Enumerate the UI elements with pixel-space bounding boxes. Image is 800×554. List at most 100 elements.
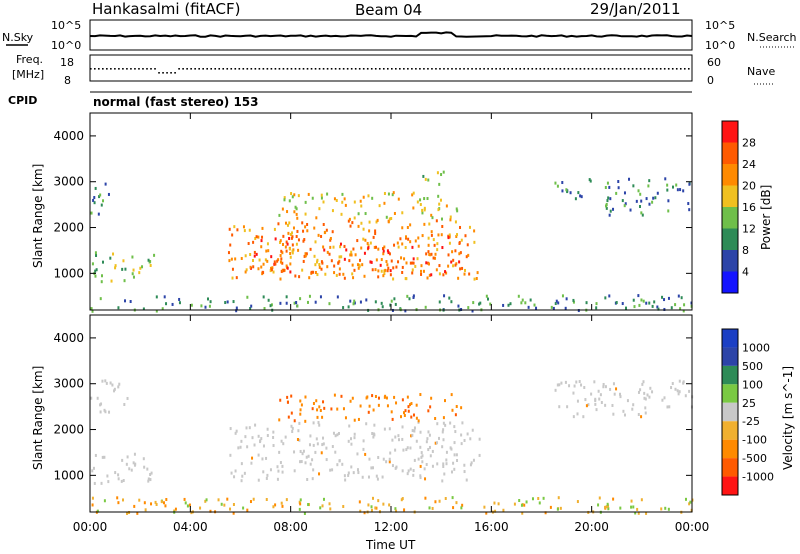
power-cell — [261, 226, 264, 230]
power-cell — [123, 279, 126, 283]
power-cell — [412, 191, 415, 195]
velocity-cell — [330, 407, 333, 411]
velocity-cell — [251, 436, 254, 440]
velocity-cell — [466, 432, 469, 436]
velocity-cell — [123, 402, 126, 406]
velocity-cell — [117, 385, 120, 389]
power-cell — [609, 197, 612, 201]
velocity-colorbar-tick: 500 — [742, 360, 763, 373]
power-cell — [369, 260, 372, 264]
velocity-cell — [371, 394, 374, 398]
power-cell — [279, 240, 282, 244]
power-cell — [608, 213, 611, 217]
power-data — [90, 170, 693, 313]
freq-point — [310, 68, 313, 70]
power-cell — [291, 243, 294, 247]
velocity-cell — [424, 477, 427, 481]
velocity-cell — [452, 506, 455, 510]
power-colorbar-tick: 24 — [742, 158, 756, 171]
velocity-cell — [316, 408, 319, 412]
velocity-cell — [105, 381, 108, 385]
power-cell — [443, 294, 446, 298]
freq-point — [667, 68, 670, 70]
power-cell — [679, 307, 682, 311]
freq-trace — [90, 68, 690, 74]
power-cell — [458, 252, 461, 256]
velocity-cell — [91, 469, 94, 473]
freq-point — [479, 68, 481, 70]
power-cell — [421, 208, 424, 212]
power-cell — [690, 301, 693, 305]
velocity-cell — [444, 496, 447, 500]
power-cell — [260, 245, 263, 249]
power-cell — [310, 270, 313, 274]
velocity-cell — [266, 427, 269, 431]
power-cell — [252, 240, 255, 244]
velocity-cell — [155, 503, 158, 507]
power-cell — [458, 260, 461, 264]
velocity-cell — [235, 429, 238, 433]
velocity-cell — [453, 425, 456, 429]
velocity-colorbar-tick: 100 — [742, 378, 763, 391]
velocity-cell — [560, 381, 563, 385]
power-cell — [227, 251, 230, 255]
velocity-cell — [450, 393, 453, 397]
velocity-cell — [188, 503, 191, 507]
velocity-cell — [113, 387, 116, 391]
velocity-cell — [622, 409, 625, 413]
velocity-cell — [96, 509, 99, 513]
power-cell — [131, 272, 134, 276]
velocity-cell — [374, 506, 377, 510]
power-cell — [648, 301, 651, 305]
velocity-cell — [471, 428, 474, 432]
velocity-cell — [328, 502, 331, 506]
power-cell — [411, 268, 414, 272]
power-cell — [349, 299, 352, 303]
freq-point — [423, 68, 425, 70]
power-cell — [348, 259, 351, 263]
power-cell — [566, 190, 569, 194]
velocity-cell — [184, 501, 187, 505]
velocity-cell — [312, 443, 315, 447]
velocity-cell — [403, 508, 406, 512]
power-cell — [574, 197, 577, 201]
power-cell — [412, 261, 415, 265]
power-cell — [349, 253, 352, 257]
noise-trace — [89, 31, 693, 38]
power-cell — [341, 200, 344, 204]
power-cell — [326, 265, 329, 269]
nave-label: Nave — [747, 65, 775, 78]
power-cell — [572, 300, 575, 304]
velocity-cell — [637, 412, 640, 416]
power-cell — [311, 196, 314, 200]
velocity-cell — [428, 506, 431, 510]
power-cell — [338, 255, 341, 259]
velocity-cell — [442, 416, 445, 420]
freq-point — [475, 68, 477, 70]
power-cell — [361, 263, 364, 267]
power-cell — [249, 265, 252, 269]
power-cell — [377, 275, 380, 279]
power-cell — [444, 270, 447, 274]
freq-point — [354, 68, 357, 70]
freq-point — [535, 68, 538, 70]
velocity-cell — [336, 407, 339, 411]
freq-point — [210, 68, 212, 70]
velocity-cell — [100, 402, 103, 406]
power-cell — [455, 207, 458, 211]
freq-point — [463, 68, 465, 70]
power-cell — [383, 191, 386, 195]
power-cell — [383, 272, 386, 276]
noise-right-tick-top: 10^5 — [705, 19, 735, 32]
power-cell — [255, 252, 258, 256]
velocity-cell — [423, 467, 426, 471]
velocity-cell — [344, 478, 347, 482]
power-cell — [400, 256, 403, 260]
freq-point — [90, 68, 92, 70]
power-cell — [273, 227, 276, 231]
velocity-cell — [325, 458, 328, 462]
velocity-cell — [676, 389, 679, 393]
power-cell — [121, 267, 124, 271]
power-cell — [380, 258, 383, 262]
velocity-cell — [240, 462, 243, 466]
